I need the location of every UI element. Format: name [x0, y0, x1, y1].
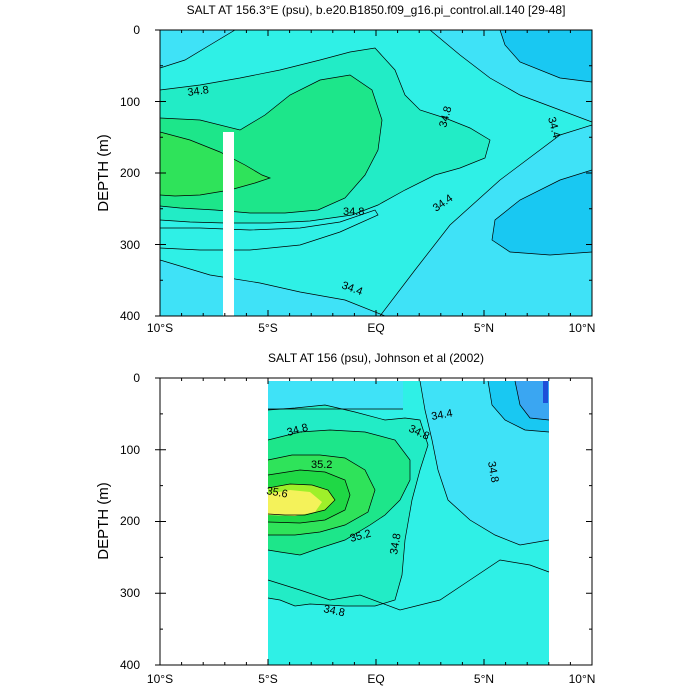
bottom-contour-label: 35.2 [349, 528, 373, 545]
top-contour-line [160, 259, 386, 316]
bottom-contour-label: 34.8 [286, 422, 310, 439]
top-y-tick-label: 100 [120, 95, 140, 109]
bottom-fill-band-34-4b [268, 381, 403, 409]
top-y-tick-label: 300 [120, 238, 140, 252]
bottom-x-tick-label: 5°N [474, 672, 494, 686]
bottom-contour-label: 34.4 [430, 407, 453, 423]
bottom-fill-deep-patch [543, 381, 548, 403]
top-no-data-strip [223, 132, 234, 316]
top-ticks [155, 29, 593, 317]
bottom-y-tick-label: 200 [120, 514, 140, 528]
top-panel: 34.8 34.8 34.8 34.4 34.4 34.4 SALT AT 15… [95, 3, 595, 335]
top-contour-line [499, 30, 592, 83]
bottom-contour-label: 34.8 [388, 532, 404, 555]
top-x-tick-label: 5°S [258, 321, 277, 335]
bottom-y-tick-label: 400 [120, 658, 140, 672]
top-fill-band-34-4b [160, 30, 235, 68]
bottom-title: SALT AT 156 (psu), Johnson et al (2002) [268, 351, 484, 365]
bottom-y-tick-label: 0 [133, 371, 140, 385]
top-x-tick-label: 10°N [569, 321, 596, 335]
top-x-tick-label: 10°S [147, 321, 173, 335]
bottom-contour-line [267, 404, 429, 607]
top-contour-line [160, 30, 236, 69]
bottom-panel: 34.8 35.2 35.6 35.2 34.8 34.8 34.4 34.8 … [95, 351, 595, 686]
bottom-x-tick-label: 5°S [258, 672, 277, 686]
top-fill-band-34-4 [380, 125, 592, 316]
top-y-tick-label: 200 [120, 166, 140, 180]
top-contour-label: 34.8 [187, 84, 210, 99]
top-y-tick-label: 0 [133, 23, 140, 37]
bottom-contour-line [419, 380, 550, 546]
top-contour-label: 34.8 [343, 206, 364, 218]
top-contour-line [429, 30, 592, 123]
top-contour-label: 34.8 [437, 105, 454, 129]
bottom-y-axis-label: DEPTH (m) [95, 482, 112, 560]
bottom-contour-line [487, 380, 550, 433]
bottom-contour-line [267, 559, 550, 611]
bottom-y-tick-label: 100 [120, 443, 140, 457]
bottom-ticks [155, 377, 593, 666]
top-fill-layer [160, 30, 592, 316]
top-contour-label: 34.4 [545, 116, 562, 140]
top-contour-line [160, 209, 379, 251]
bottom-contour-line [267, 429, 411, 556]
top-contour-line [491, 169, 592, 256]
top-fill-band-34-4c [160, 260, 385, 316]
top-fill-band-34-6 [160, 210, 378, 250]
top-fill-band-34-2 [500, 30, 592, 82]
top-contour-line [160, 131, 272, 197]
top-x-tick-label: EQ [367, 321, 384, 335]
top-x-tick-label: 5°N [474, 321, 494, 335]
bottom-contour-line [267, 469, 351, 524]
bottom-contour-label: 35.2 [311, 459, 332, 471]
bottom-fill-layer [268, 381, 549, 665]
bottom-contour-line [267, 454, 376, 536]
top-y-tick-label: 400 [120, 309, 140, 323]
bottom-y-tick-label: 300 [120, 586, 140, 600]
top-title: SALT AT 156.3°E (psu), b.e20.B1850.f09_g… [187, 3, 566, 17]
bottom-contour-label: 35.6 [265, 485, 288, 501]
bottom-contour-line [514, 380, 550, 421]
bottom-contour-line [267, 483, 336, 516]
top-contour-line [379, 124, 592, 316]
top-fill-band-34-2b [492, 170, 592, 255]
top-contour-line [160, 47, 491, 224]
bottom-x-tick-label: EQ [367, 672, 384, 686]
bottom-contour-label: 34.8 [485, 460, 501, 483]
bottom-x-tick-label: 10°S [147, 672, 173, 686]
top-y-axis-label: DEPTH (m) [95, 134, 112, 212]
bottom-fill-band-34-0 [515, 381, 549, 420]
top-fill-band-35-2 [160, 132, 270, 196]
bottom-contour-label: 34.8 [322, 603, 345, 619]
bottom-fill-band-35-8 [268, 490, 322, 516]
top-contour-line [160, 74, 383, 214]
bottom-x-tick-label: 10°N [569, 672, 596, 686]
